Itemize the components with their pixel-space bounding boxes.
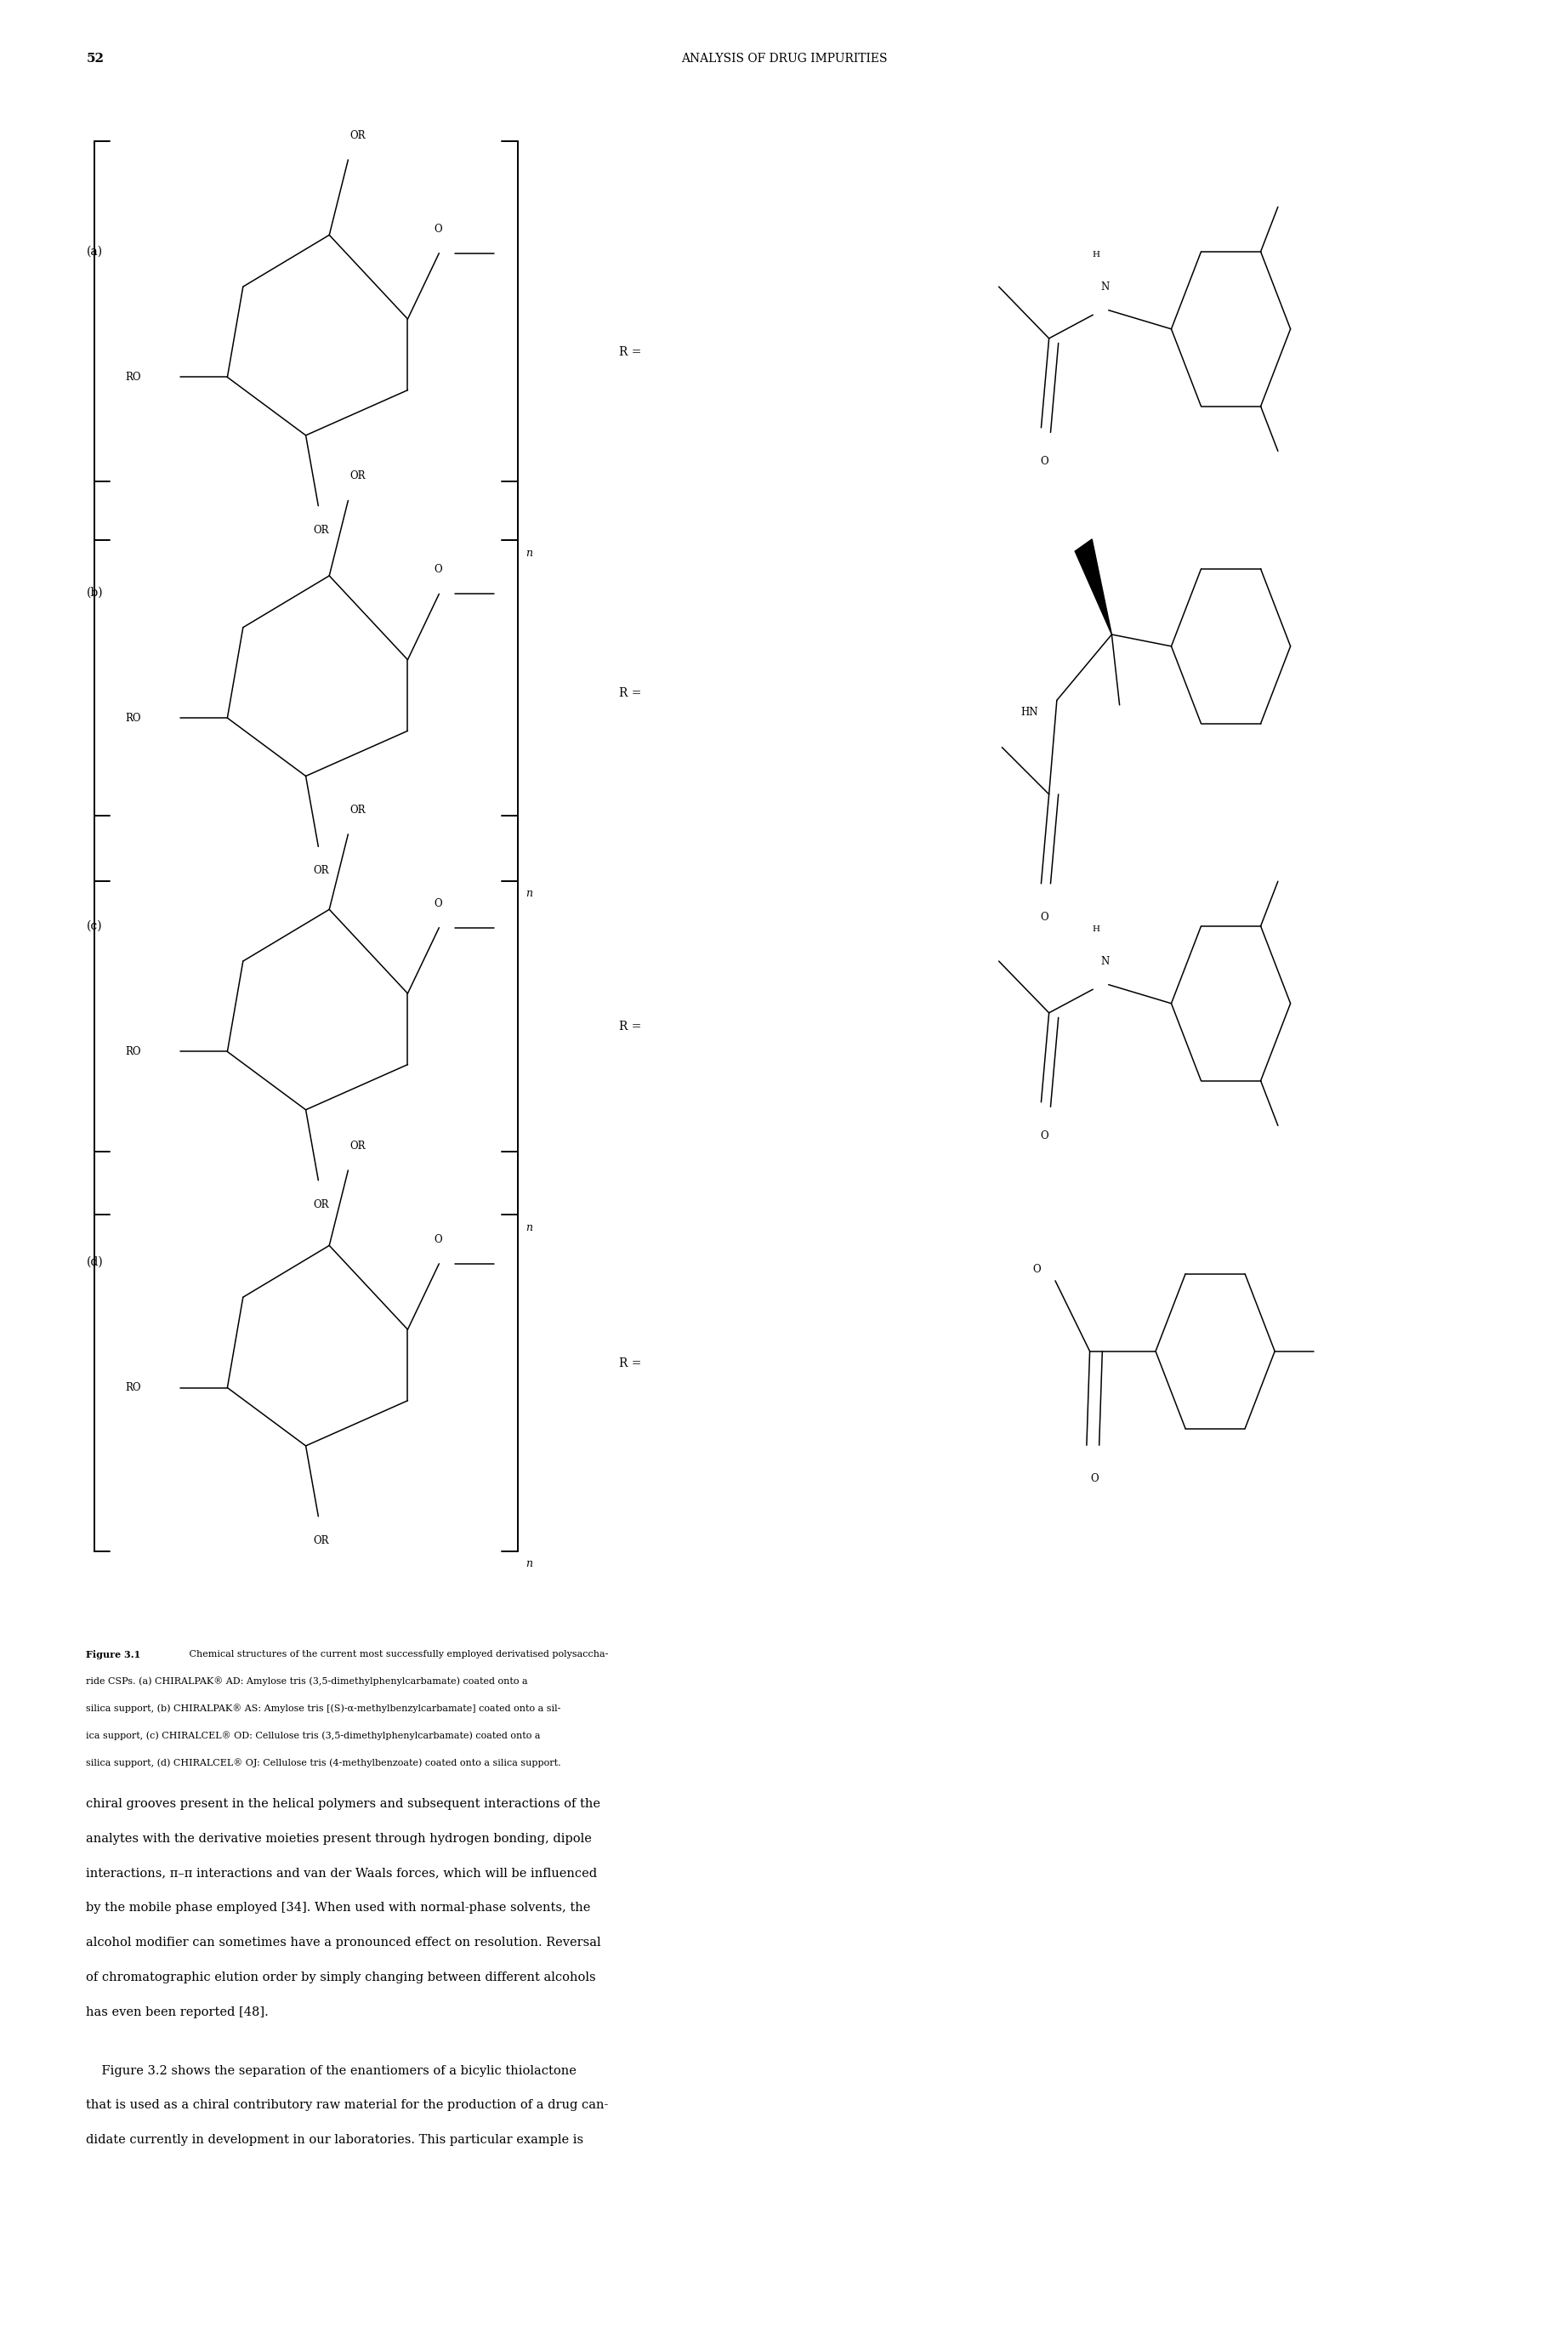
Text: O: O [434, 564, 442, 576]
Text: (a): (a) [86, 244, 102, 258]
Text: chiral grooves present in the helical polymers and subsequent interactions of th: chiral grooves present in the helical po… [86, 1798, 601, 1810]
Text: N: N [1101, 282, 1110, 291]
Text: OR: OR [350, 129, 365, 141]
Text: 52: 52 [86, 52, 103, 66]
Text: n: n [525, 1558, 532, 1570]
Text: by the mobile phase employed [34]. When used with normal-phase solvents, the: by the mobile phase employed [34]. When … [86, 1901, 591, 1913]
Text: Figure 3.1: Figure 3.1 [86, 1650, 141, 1659]
Text: R =: R = [619, 345, 641, 360]
Text: that is used as a chiral contributory raw material for the production of a drug : that is used as a chiral contributory ra… [86, 2099, 608, 2110]
Text: has even been reported [48].: has even been reported [48]. [86, 2007, 268, 2019]
Text: OR: OR [314, 865, 329, 877]
Text: n: n [525, 1222, 532, 1234]
Text: O: O [434, 223, 442, 235]
Text: HN: HN [1021, 707, 1038, 717]
Text: ride CSPs. (a) CHIRALPAK® AD: Amylose tris (3,5-dimethylphenylcarbamate) coated : ride CSPs. (a) CHIRALPAK® AD: Amylose tr… [86, 1678, 528, 1685]
Text: O: O [1040, 912, 1049, 924]
Text: O: O [434, 898, 442, 909]
Text: didate currently in development in our laboratories. This particular example is: didate currently in development in our l… [86, 2134, 583, 2146]
Text: alcohol modifier can sometimes have a pronounced effect on resolution. Reversal: alcohol modifier can sometimes have a pr… [86, 1936, 601, 1948]
Text: O: O [1090, 1473, 1099, 1485]
Text: ANALYSIS OF DRUG IMPURITIES: ANALYSIS OF DRUG IMPURITIES [681, 52, 887, 66]
Text: R =: R = [619, 1356, 641, 1370]
Text: O: O [1040, 1130, 1049, 1142]
Text: Figure 3.2 shows the separation of the enantiomers of a bicylic thiolactone: Figure 3.2 shows the separation of the e… [86, 2066, 577, 2077]
Text: OR: OR [314, 524, 329, 536]
Text: R =: R = [619, 686, 641, 700]
Text: O: O [1040, 456, 1049, 468]
Text: (d): (d) [86, 1255, 103, 1269]
Text: OR: OR [350, 804, 365, 815]
Text: N: N [1101, 956, 1110, 966]
Text: ica support, (c) CHIRALCEL® OD: Cellulose tris (3,5-dimethylphenylcarbamate) coa: ica support, (c) CHIRALCEL® OD: Cellulos… [86, 1730, 541, 1739]
Text: OR: OR [314, 1199, 329, 1210]
Text: RO: RO [125, 371, 141, 383]
Text: OR: OR [350, 1140, 365, 1152]
Text: H: H [1093, 926, 1099, 933]
Text: R =: R = [619, 1020, 641, 1034]
Text: (c): (c) [86, 919, 102, 933]
Polygon shape [1076, 538, 1112, 634]
Text: RO: RO [125, 1382, 141, 1394]
Text: interactions, π–π interactions and van der Waals forces, which will be influence: interactions, π–π interactions and van d… [86, 1868, 597, 1880]
Text: analytes with the derivative moieties present through hydrogen bonding, dipole: analytes with the derivative moieties pr… [86, 1833, 593, 1845]
Text: n: n [525, 888, 532, 900]
Text: RO: RO [125, 712, 141, 724]
Text: silica support, (d) CHIRALCEL® OJ: Cellulose tris (4-methylbenzoate) coated onto: silica support, (d) CHIRALCEL® OJ: Cellu… [86, 1758, 561, 1767]
Text: n: n [525, 548, 532, 559]
Text: (b): (b) [86, 585, 103, 599]
Text: of chromatographic elution order by simply changing between different alcohols: of chromatographic elution order by simp… [86, 1972, 596, 1983]
Text: H: H [1093, 251, 1099, 258]
Text: OR: OR [350, 470, 365, 482]
Text: silica support, (b) CHIRALPAK® AS: Amylose tris [(S)-α-methylbenzylcarbamate] co: silica support, (b) CHIRALPAK® AS: Amylo… [86, 1704, 561, 1713]
Text: O: O [1032, 1264, 1041, 1274]
Text: Chemical structures of the current most successfully employed derivatised polysa: Chemical structures of the current most … [180, 1650, 608, 1659]
Text: O: O [434, 1234, 442, 1246]
Text: RO: RO [125, 1046, 141, 1058]
Text: OR: OR [314, 1535, 329, 1546]
